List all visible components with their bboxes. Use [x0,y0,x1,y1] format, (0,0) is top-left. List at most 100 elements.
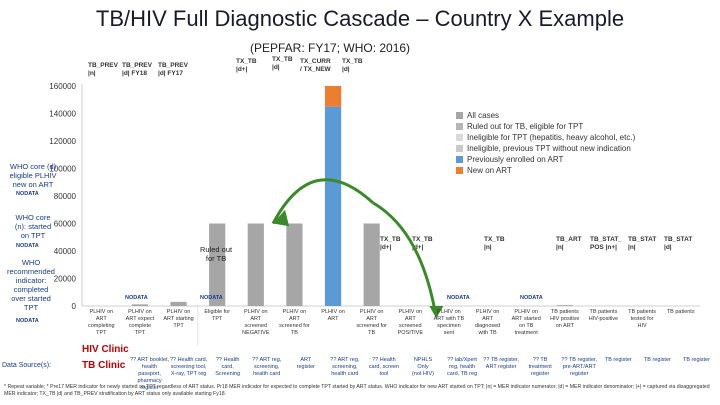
x-tick-label: PLHIV on ART completing TPT [88,309,115,336]
legend-swatch [456,156,463,163]
data-source-item: ?? lab/Xpert reg, health card, TB reg [446,357,478,377]
legend-label: All cases [467,111,500,120]
legend-label: Ineligible for TPT (hepatitis, heavy alc… [467,133,636,142]
nodata-marker: NODATA [125,295,148,301]
data-source-item: TB register [683,357,710,363]
arrow-head [273,209,290,227]
data-source-item: NPHLS Only (not HIV) [411,357,434,377]
header-tb-stat-d: TB_STAT |d| [664,236,693,251]
nodata-label: NODATA [16,318,39,324]
legend-item-ruled-out: Ruled out for TB, eligible for TPT [456,121,635,132]
header-tb-stat-n: TB_STAT |n| [628,236,657,251]
y-tick-label: 40000 [54,247,77,256]
header-tb-stat-pos: TB_STAT_ POS |n+| [590,236,622,251]
x-tick-label: TB patients HIV-positive [588,309,619,322]
who-core-denominator-label: WHO core (d) eligible PLHIV new on ART [9,162,57,189]
x-tick-label: PLHIV on ART screened NEGATIVE [242,309,270,336]
legend-label: Ineligible, previous TPT without new ind… [467,144,631,153]
bar-all-cases [131,304,149,306]
legend-label: Previously enrolled on ART [467,155,564,164]
nodata-label: NODATA [16,191,39,197]
legend-item-ineligible-hep: Ineligible for TPT (hepatitis, heavy alc… [456,132,635,143]
legend-label: Ruled out for TB, eligible for TPT [467,122,584,131]
bar-new-on-art [324,86,342,107]
legend-label: New on ART [467,166,512,175]
y-tick-label: 60000 [54,220,77,229]
bar-all-cases [286,223,303,306]
y-tick-label: 120000 [49,137,76,146]
legend-item-new-on-art: New on ART [456,165,635,176]
x-tick-label: PLHIV on ART [321,309,345,322]
header-tx-tb-n: TX_TB |n| [484,236,505,251]
bar-all-cases [247,223,264,306]
x-tick-label: TB patients tested for HIV [628,309,656,329]
x-tick-label: TB patients HIV positive on ART [550,309,580,329]
header-tb-art-n: TB_ART |n| [556,236,582,251]
y-tick-label: 140000 [49,110,76,119]
bar-all-cases [209,223,226,306]
nodata-marker: NODATA [447,295,470,301]
x-tick-label: PLHIV on ART starting TPT [163,309,194,329]
data-source-item: ?? ART booklet, health passport, pharmac… [130,357,169,391]
header-tx-tb-d-plus-3: TX_TB |d+| [412,236,433,251]
y-tick-label: 0 [72,302,77,311]
data-source-item: ?? TB register, pre-ART/ART register [561,357,598,377]
data-sources-label: Data Source(s): [2,362,52,369]
legend-swatch [456,145,463,152]
legend-item-ineligible-prev: Ineligible, previous TPT without new ind… [456,143,635,154]
arrow-head [429,306,444,319]
x-tick-label: PLHIV on ART expect complete TPT [125,309,155,336]
header-tb-prev-n: TB_PREV |n| [88,62,118,77]
data-source-item: ?? ART reg, screening, health card [252,357,282,377]
chart-legend: All cases Ruled out for TB, eligible for… [456,110,635,176]
legend-swatch [456,123,463,130]
who-recommended-label: WHO recommended indicator: completed ove… [7,258,55,312]
data-source-item: ?? Health card, screen tool [368,357,400,377]
nodata-marker: NODATA [520,295,543,301]
x-tick-label: PLHIV on ART started on TB treatment [511,309,541,336]
data-source-item: ?? TB register, ART register [483,357,519,370]
legend-swatch [456,112,463,119]
hiv-clinic-label: HIV Clinic [82,344,129,355]
header-tb-prev-d-fy18: TB_PREV |d| FY18 [122,62,152,77]
y-tick-label: 160000 [49,82,76,91]
header-tx-tb-d-2: TX_TB |d| [342,58,363,73]
who-core-numerator-label: WHO core (n): started on TPT [14,213,52,240]
bar-previously-on-art [324,106,342,306]
nodata-label: NODATA [16,243,39,249]
x-tick-label: TB patients [666,309,695,315]
bar-all-cases [363,223,380,306]
data-source-item: ?? Health card, screening tool, X-ray, T… [169,357,208,377]
y-tick-label: 20000 [54,275,77,284]
y-tick-label: 80000 [54,192,77,201]
x-tick-label: PLHIV on ART screened for TB [279,309,310,336]
nodata-marker: NODATA [200,295,223,301]
header-tb-prev-d-fy17: TB_PREV |d| FY17 [158,62,188,77]
legend-item-previously-on-art: Previously enrolled on ART [456,154,635,165]
header-tx-tb-d-plus: TX_TB |d+| [236,58,257,73]
legend-swatch [456,134,463,141]
data-source-item: ?? Health card, Screening [215,357,241,377]
header-tx-tb-d: TX_TB |d| [272,56,293,71]
x-tick-label: PLHIV on ART screened for TB [356,309,387,336]
page-subtitle: (PEPFAR: FY17; WHO: 2016) [250,41,411,55]
x-tick-label: PLHIV on ART screened POSITIVE [397,309,423,336]
data-source-item: TB register [604,357,632,363]
footnote: * Repeat variable; * Pre17 MER indicator… [4,384,710,397]
flow-arrow-left [271,178,375,225]
header-tx-tb-d-plus-2: TX_TB |d+| [380,236,401,251]
x-tick-label: Eligible for TPT [204,309,231,322]
legend-item-all-cases: All cases [456,110,635,121]
x-tick-label: PLHIV on ART with TB specimen sent [433,309,465,336]
data-source-item: ART register [296,357,315,370]
flow-arrow-right [372,201,437,314]
data-source-item: ?? ART reg, screening, health card [330,357,360,377]
ruled-out-label: Ruled out for TB [200,245,233,263]
y-tick-label: 100000 [49,165,76,174]
data-source-item: TB register [643,357,671,363]
bar-all-cases [170,301,187,306]
data-source-item: ?? TB treatment register [528,357,552,377]
tb-clinic-label: TB Clinic [82,360,126,371]
header-tx-curr-new: TX_CURR / TX_NEW [300,58,331,73]
